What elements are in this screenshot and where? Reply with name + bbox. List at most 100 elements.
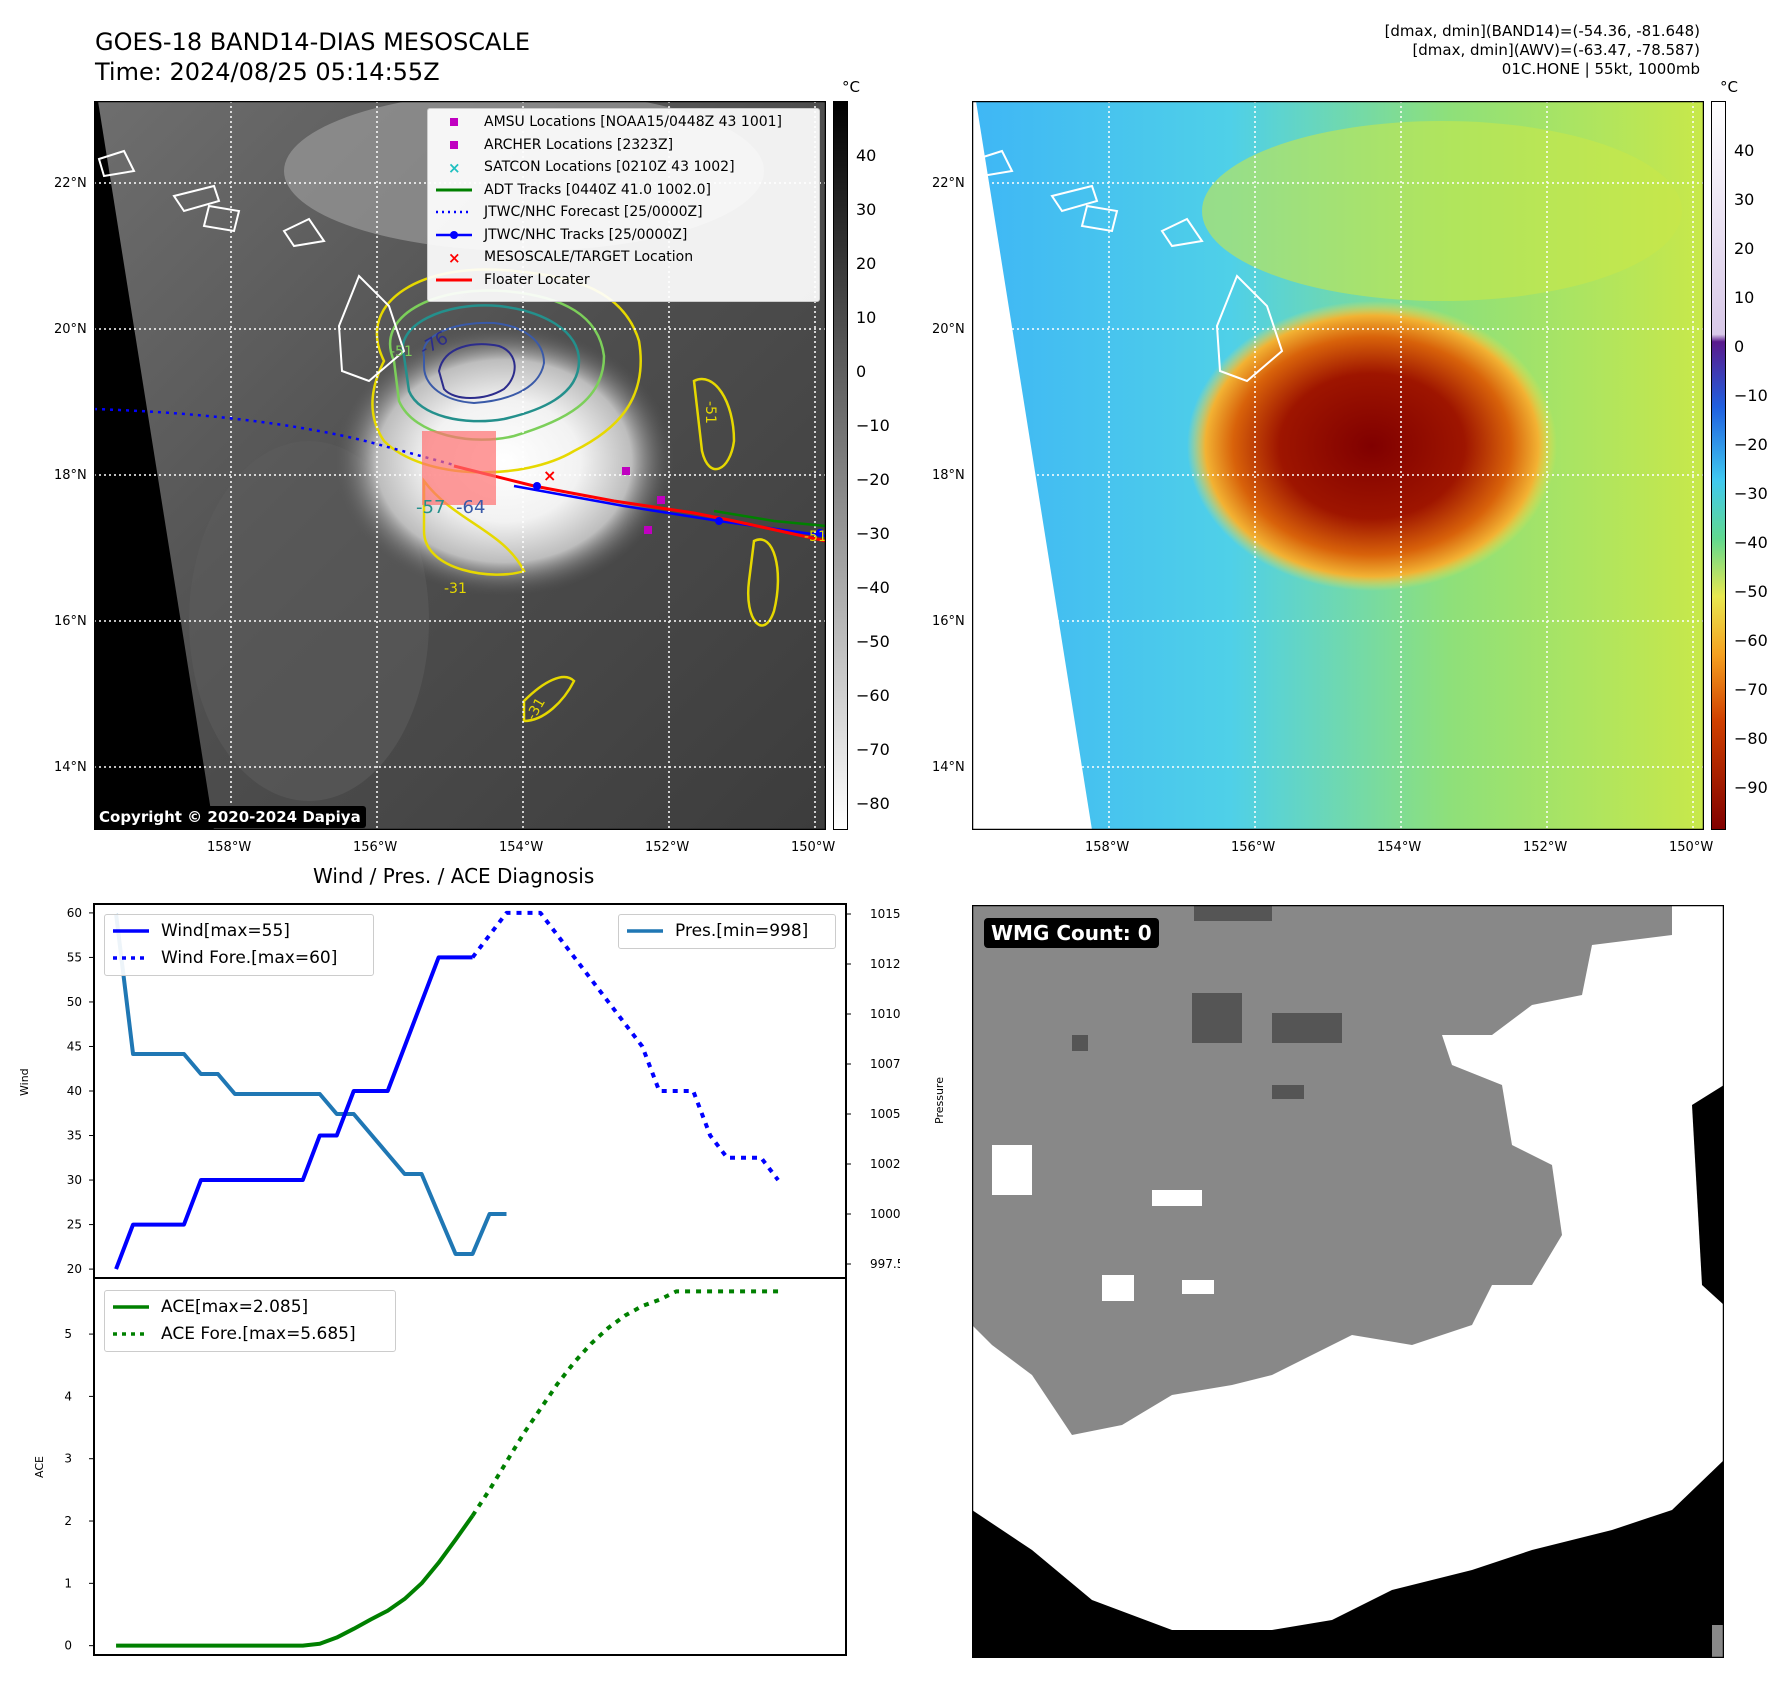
ir-cb-tick: −40 [856,578,890,597]
ir-cb-tick: −10 [856,416,890,435]
awv-cb-tick: −50 [1734,582,1768,601]
maui-outline [1160,217,1204,248]
ir-cb-tick: −60 [856,686,890,705]
pressure-line [114,913,507,1256]
ir-colorbar [833,101,848,830]
awv-colorbar-unit: °C [1720,78,1738,96]
awv-cb-tick: −10 [1734,386,1768,405]
ace-tick-label: 0 [64,1639,72,1653]
svg-text:×: × [448,159,461,177]
wmg-white-gap [1182,1280,1214,1294]
dotted-line-icon [113,955,149,960]
legend-mesoscale: × MESOSCALE/TARGET Location [428,246,819,269]
line-icon [436,188,472,192]
forecast-track [94,407,455,467]
archer-marker [644,526,652,534]
lon-label: 154°W [1377,840,1422,855]
ace-axes: 5 4 3 2 1 0 [64,1277,847,1656]
pressure-tick-label: 997.5 [870,1257,900,1271]
diagnosis-chart[interactable]: 6055504540353025201015.01012.51010.01007… [0,900,900,1670]
ir-contour-76 [437,343,516,399]
kauai-outline [97,149,136,178]
wind-axis-label: Wind [18,1068,31,1096]
stats-line-1: [dmax, dmin](BAND14)=(-54.36, -81.648) [1384,22,1700,40]
wmg-white-gap [1102,1275,1134,1301]
wmg-white-gap [1152,1190,1202,1206]
wind-tick-label: 40 [67,1084,82,1098]
lat-label: 20°N [932,322,965,337]
dotted-line-icon [436,211,472,214]
legend-amsu: AMSU Locations [NOAA15/0448Z 43 1001] [428,111,819,134]
wmg-dark-patch [1272,1013,1342,1043]
awv-water-vapor-map[interactable] [972,101,1704,830]
ir-cb-tick: −80 [856,794,890,813]
ir-cb-tick: 0 [856,362,867,381]
adt-track [713,509,826,528]
ir-cb-tick: −70 [856,740,890,759]
title-line-2: Time: 2024/08/25 05:14:55Z [95,58,440,86]
ir-cb-tick: 20 [856,254,877,273]
wmg-dark-patch [1272,1085,1304,1099]
lon-label: 152°W [1523,840,1568,855]
legend-adt: ADT Tracks [0440Z 41.0 1002.0] [428,179,819,202]
ace-tick-label: 3 [64,1452,72,1466]
line-dot-icon [436,230,472,239]
lat-label: 14°N [932,760,965,775]
pressure-axis-label: Pressure [933,1077,946,1124]
wmg-count-badge: WMG Count: 0 [984,918,1159,948]
wind-tick-label: 60 [67,906,82,920]
legend-ace: ACE[max=2.085] [105,1293,395,1320]
ir-cb-tick: −50 [856,632,890,651]
ir-cb-tick: −20 [856,470,890,489]
ace-tick-label: 2 [64,1514,72,1528]
line-icon [627,928,663,933]
oahu-outline [202,204,241,233]
pressure-tick-label: 1000.0 [870,1207,900,1221]
stats-line-2: [dmax, dmin](AWV)=(-63.47, -78.587) [1412,41,1700,59]
pressure-tick-label: 1010.0 [870,1007,900,1021]
pressure-tick-label: 1005.0 [870,1107,900,1121]
lon-label: 158°W [1085,840,1130,855]
awv-storm-core [1187,301,1557,591]
wind-forecast-line [470,910,780,1182]
mesoscale-target-box[interactable] [422,431,496,505]
wmg-gray-region [972,905,1672,1435]
ace-tick-label: 5 [64,1327,72,1341]
legend-archer: ARCHER Locations [2323Z] [428,134,819,157]
wind-tick-label: 55 [67,950,82,964]
awv-cb-tick: −40 [1734,533,1768,552]
wmg-dark-patch [1072,1035,1088,1051]
lon-label: 154°W [499,840,544,855]
lon-label: 150°W [791,840,836,855]
wmg-mask-panel[interactable] [972,905,1724,1658]
amsu-marker [622,467,630,475]
dotted-line-icon [113,1331,149,1336]
awv-moist-area [1202,121,1682,301]
jtwc-point [715,517,723,525]
awv-cb-tick: −20 [1734,435,1768,454]
legend-floater: Floater Locater [428,269,819,292]
contour-label: -64 [456,497,485,518]
ir-contour-band [422,477,526,576]
diagnosis-title: Wind / Pres. / ACE Diagnosis [313,864,595,888]
legend-pressure: Pres.[min=998] [619,915,835,946]
ir-legend: AMSU Locations [NOAA15/0448Z 43 1001] AR… [427,108,820,302]
ir-contour-east [692,377,736,471]
awv-frame [972,101,1704,830]
wmg-dark-patch [1194,905,1272,921]
lat-label: 16°N [54,614,87,629]
lon-label: 156°W [1231,840,1276,855]
wind-pressure-axes: 60 55 50 45 40 35 30 25 20 1015.0 1012.5 1010.0 1007… [67,903,900,1279]
molokai-outline [172,184,221,213]
title-line-1: GOES-18 BAND14-DIAS MESOSCALE [95,28,531,56]
ace-tick-label: 4 [64,1389,72,1403]
maui-outline [282,217,326,248]
awv-cb-tick: −60 [1734,631,1768,650]
stats-block: [dmax, dmin](BAND14)=(-54.36, -81.648) [… [1385,22,1700,79]
ir-cb-tick: 30 [856,200,877,219]
contour-label: -31 [444,581,467,597]
line-icon [436,278,472,282]
lat-label: 16°N [932,614,965,629]
lat-label: 20°N [54,322,87,337]
awv-colorbar [1711,101,1726,830]
